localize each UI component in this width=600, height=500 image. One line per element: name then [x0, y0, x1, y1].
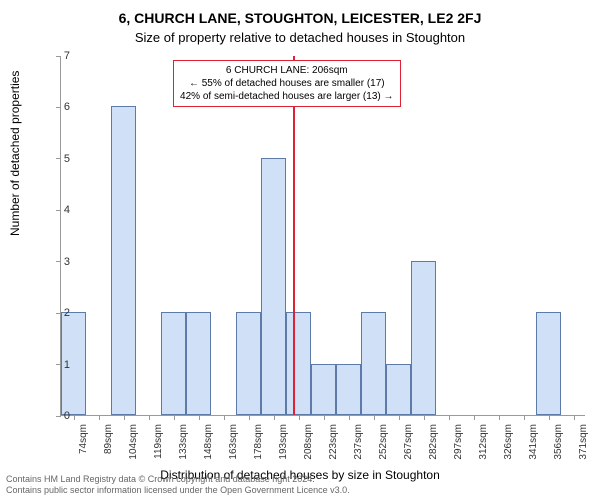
histogram-bar: [286, 312, 311, 415]
xtick-mark: [199, 415, 200, 420]
xtick-mark: [524, 415, 525, 420]
chart-area: 74sqm89sqm104sqm119sqm133sqm148sqm163sqm…: [60, 56, 585, 416]
ytick-mark: [56, 313, 61, 314]
ytick-label: 2: [64, 307, 70, 319]
xtick-mark: [149, 415, 150, 420]
xtick-mark: [249, 415, 250, 420]
xtick-mark: [374, 415, 375, 420]
histogram-bar: [261, 158, 286, 415]
histogram-bar: [186, 312, 211, 415]
xtick-mark: [174, 415, 175, 420]
xtick-label: 148sqm: [203, 424, 214, 460]
ytick-label: 7: [64, 50, 70, 62]
xtick-label: 297sqm: [453, 424, 464, 460]
xtick-mark: [74, 415, 75, 420]
histogram-bar: [386, 364, 411, 415]
annotation-line-3: 42% of semi-detached houses are larger (…: [180, 90, 393, 103]
xtick-mark: [449, 415, 450, 420]
page-title: 6, CHURCH LANE, STOUGHTON, LEICESTER, LE…: [0, 0, 600, 26]
histogram-bar: [361, 312, 386, 415]
xtick-label: 356sqm: [553, 424, 564, 460]
xtick-label: 133sqm: [178, 424, 189, 460]
ytick-mark: [56, 107, 61, 108]
xtick-label: 312sqm: [478, 424, 489, 460]
xtick-label: 104sqm: [128, 424, 139, 460]
histogram-bar: [411, 261, 436, 415]
histogram-bar: [236, 312, 261, 415]
ytick-mark: [56, 158, 61, 159]
xtick-mark: [549, 415, 550, 420]
xtick-label: 267sqm: [403, 424, 414, 460]
plot-region: 74sqm89sqm104sqm119sqm133sqm148sqm163sqm…: [60, 56, 585, 416]
xtick-mark: [224, 415, 225, 420]
ytick-mark: [56, 210, 61, 211]
reference-line: [293, 56, 295, 415]
ytick-mark: [56, 364, 61, 365]
xtick-label: 193sqm: [278, 424, 289, 460]
xtick-label: 163sqm: [228, 424, 239, 460]
xtick-label: 326sqm: [503, 424, 514, 460]
histogram-bar: [111, 106, 136, 415]
ytick-label: 4: [64, 204, 70, 216]
ytick-label: 0: [64, 410, 70, 422]
reference-annotation: 6 CHURCH LANE: 206sqm← 55% of detached h…: [173, 60, 400, 107]
ytick-mark: [56, 56, 61, 57]
xtick-mark: [324, 415, 325, 420]
xtick-label: 371sqm: [578, 424, 589, 460]
histogram-bar: [336, 364, 361, 415]
xtick-mark: [299, 415, 300, 420]
xtick-mark: [99, 415, 100, 420]
y-axis-label: Number of detached properties: [8, 71, 22, 236]
ytick-mark: [56, 261, 61, 262]
footer-line-2: Contains public sector information licen…: [6, 485, 594, 496]
footer-attribution: Contains HM Land Registry data © Crown c…: [0, 472, 600, 500]
footer-line-1: Contains HM Land Registry data © Crown c…: [6, 474, 594, 485]
annotation-line-1: 6 CHURCH LANE: 206sqm: [180, 64, 393, 77]
xtick-mark: [399, 415, 400, 420]
xtick-label: 89sqm: [103, 424, 114, 454]
ytick-label: 5: [64, 153, 70, 165]
xtick-mark: [124, 415, 125, 420]
xtick-label: 119sqm: [153, 424, 164, 459]
xtick-mark: [424, 415, 425, 420]
ytick-mark: [56, 416, 61, 417]
xtick-mark: [474, 415, 475, 420]
histogram-bar: [311, 364, 336, 415]
xtick-label: 237sqm: [353, 424, 364, 460]
xtick-label: 223sqm: [328, 424, 339, 460]
xtick-label: 282sqm: [428, 424, 439, 460]
histogram-bar: [536, 312, 561, 415]
xtick-mark: [499, 415, 500, 420]
xtick-label: 74sqm: [78, 424, 89, 454]
histogram-bar: [161, 312, 186, 415]
xtick-label: 341sqm: [528, 424, 539, 460]
xtick-mark: [274, 415, 275, 420]
ytick-label: 3: [64, 256, 70, 268]
xtick-label: 178sqm: [253, 424, 264, 460]
annotation-line-2: ← 55% of detached houses are smaller (17…: [180, 77, 393, 90]
ytick-label: 6: [64, 101, 70, 113]
page-subtitle: Size of property relative to detached ho…: [0, 26, 600, 45]
xtick-label: 252sqm: [378, 424, 389, 460]
xtick-mark: [349, 415, 350, 420]
ytick-label: 1: [64, 359, 70, 371]
xtick-label: 208sqm: [303, 424, 314, 460]
xtick-mark: [574, 415, 575, 420]
